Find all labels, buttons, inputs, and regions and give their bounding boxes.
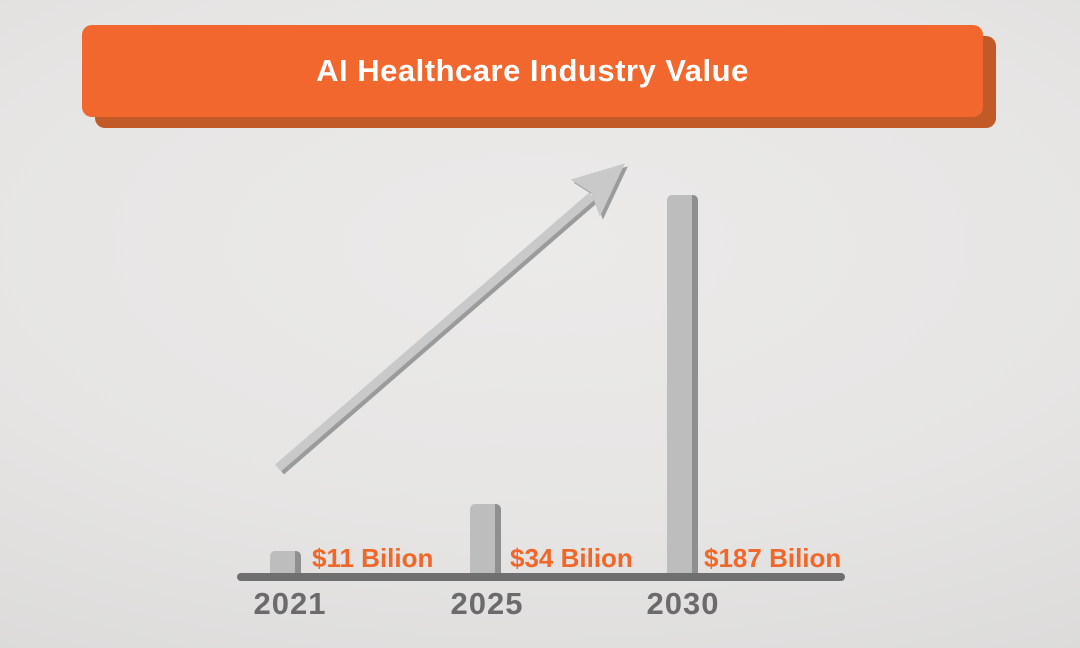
page-title: AI Healthcare Industry Value	[316, 53, 749, 88]
axis-label-2025: 2025	[450, 586, 524, 621]
title-banner: AI Healthcare Industry Value	[82, 25, 983, 117]
bar-2030	[667, 195, 698, 573]
x-axis-line	[237, 573, 845, 581]
value-label-2025: $34 Bilion	[510, 543, 633, 573]
bar-2025	[470, 504, 501, 573]
axis-label-2030: 2030	[646, 586, 720, 621]
value-label-2021: $11 Bilion	[312, 543, 434, 573]
value-label-2030: $187 Bilion	[704, 543, 842, 573]
axis-label-2021: 2021	[253, 586, 327, 621]
bar-2021	[270, 551, 301, 573]
